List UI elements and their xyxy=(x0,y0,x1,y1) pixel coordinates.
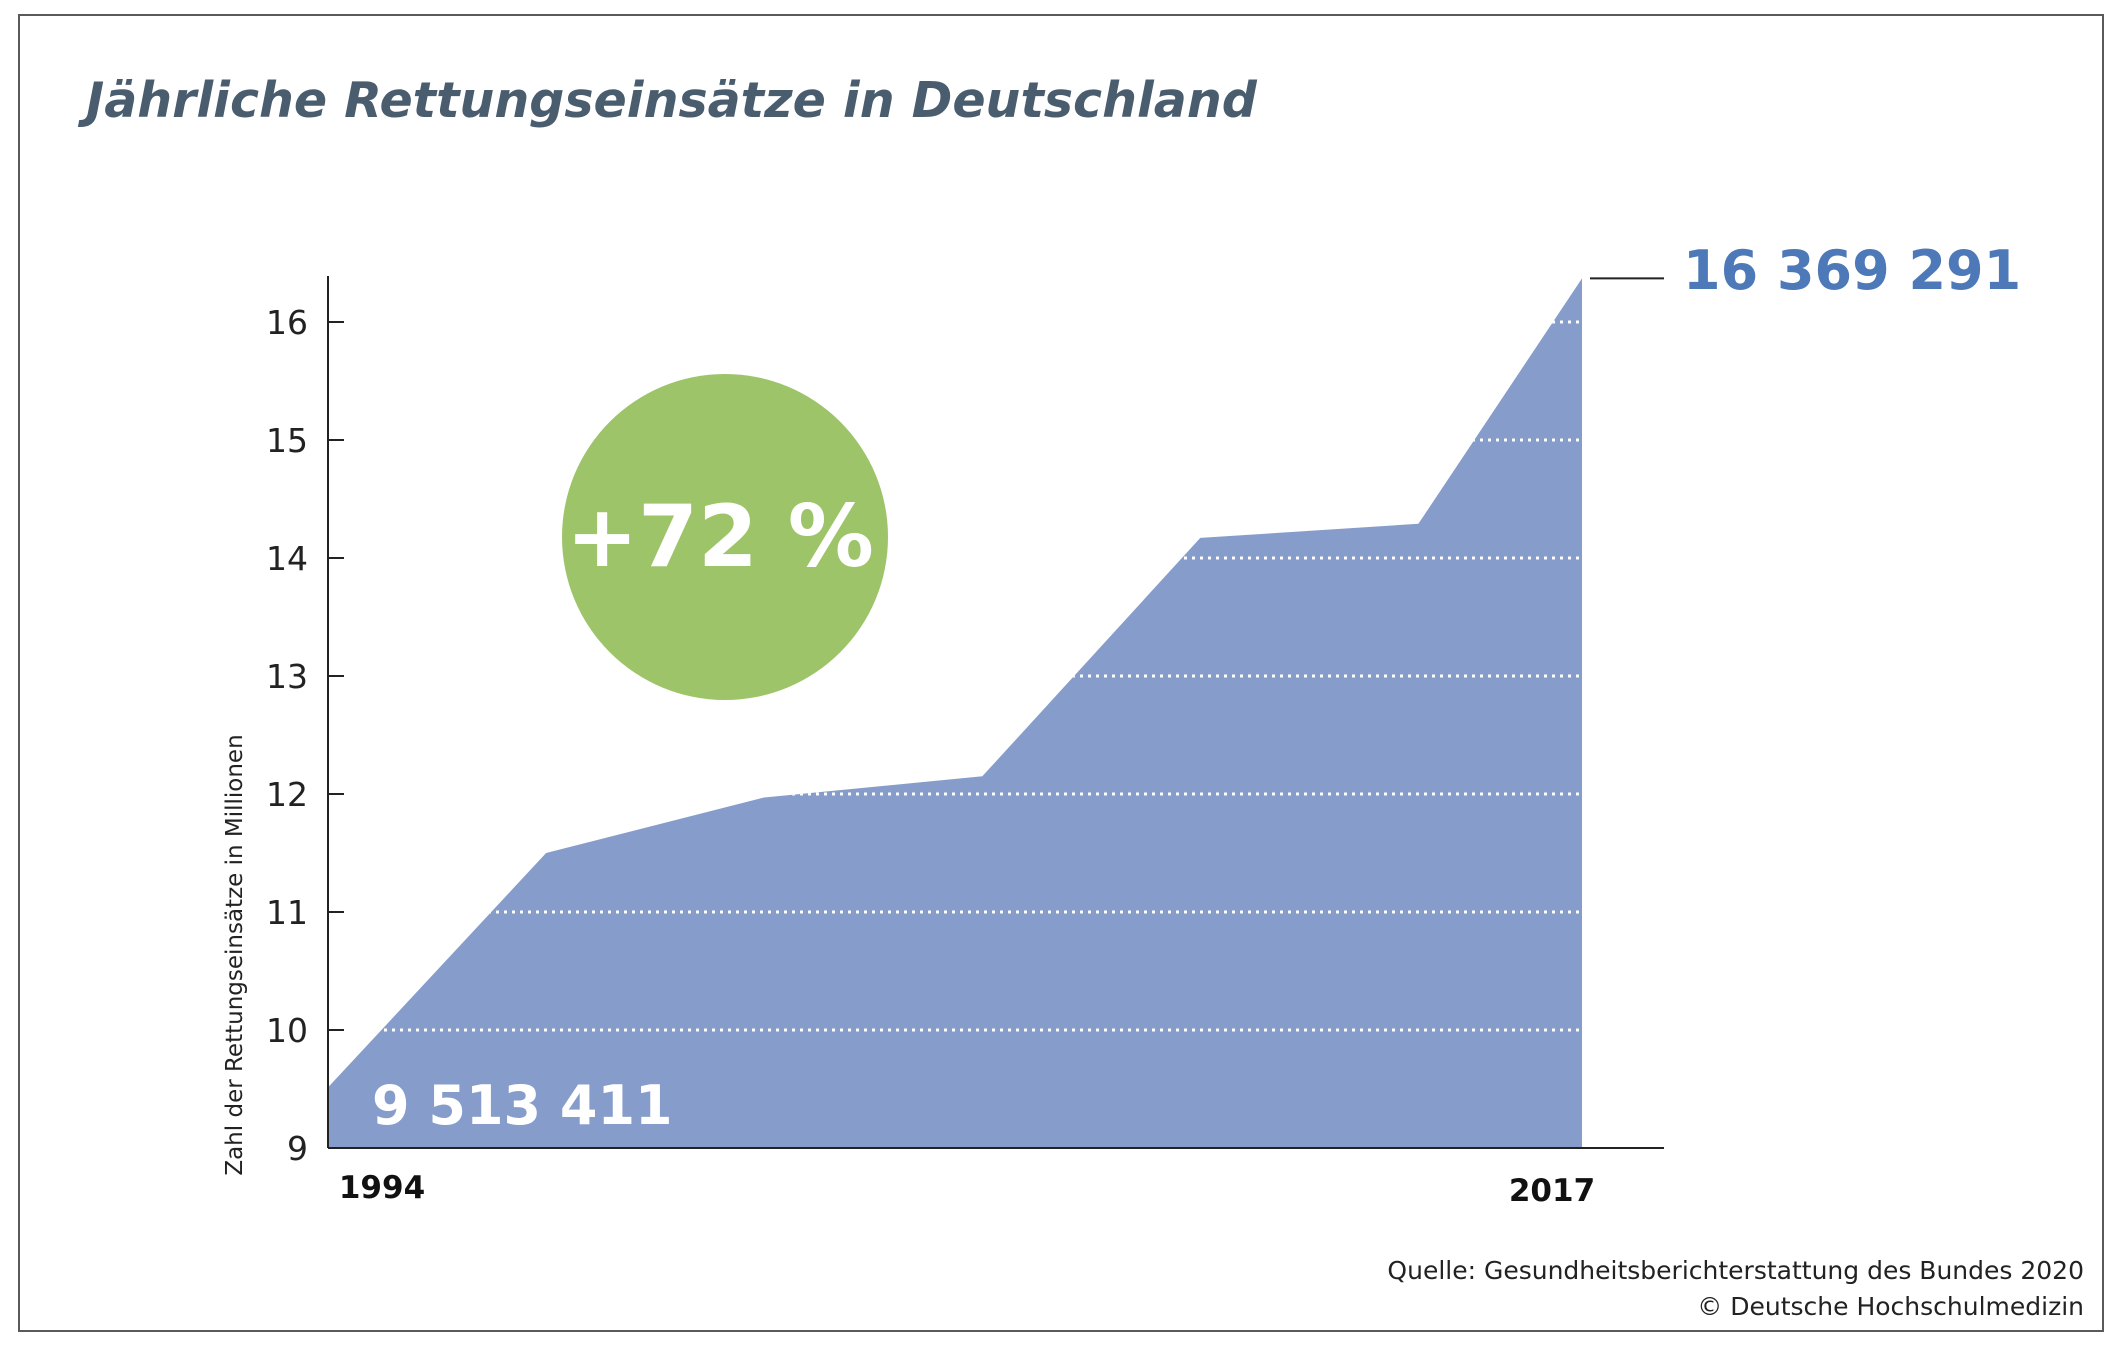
start-value-label: 9 513 411 xyxy=(372,1074,673,1137)
y-tick-label: 15 xyxy=(266,421,308,460)
y-ticks: 9 10 11 12 13 14 15 16 xyxy=(266,303,344,1168)
y-tick-label: 11 xyxy=(266,893,308,932)
chart-title: Jährliche Rettungseinsätze in Deutschlan… xyxy=(86,72,1257,129)
y-tick-label: 9 xyxy=(287,1129,308,1168)
y-tick-label: 14 xyxy=(266,539,308,578)
y-tick-label: 12 xyxy=(266,775,308,814)
y-tick-label: 13 xyxy=(266,657,308,696)
source-line-1: Quelle: Gesundheitsberichterstattung des… xyxy=(1387,1256,2084,1285)
change-badge xyxy=(562,374,888,700)
x-tick-label-start: 1994 xyxy=(339,1170,425,1206)
area-series xyxy=(328,278,1582,1148)
x-tick-label-end: 2017 xyxy=(1509,1173,1595,1209)
end-value-label: 16 369 291 xyxy=(1683,239,2021,302)
source-line-2: © Deutsche Hochschulmedizin xyxy=(1697,1292,2084,1321)
change-badge-label: +72 % xyxy=(566,487,874,587)
y-tick-label: 16 xyxy=(266,303,308,342)
y-tick-label: 10 xyxy=(266,1011,308,1050)
chart-frame xyxy=(18,14,2104,1332)
source-note: Quelle: Gesundheitsberichterstattung des… xyxy=(1387,1253,2084,1325)
